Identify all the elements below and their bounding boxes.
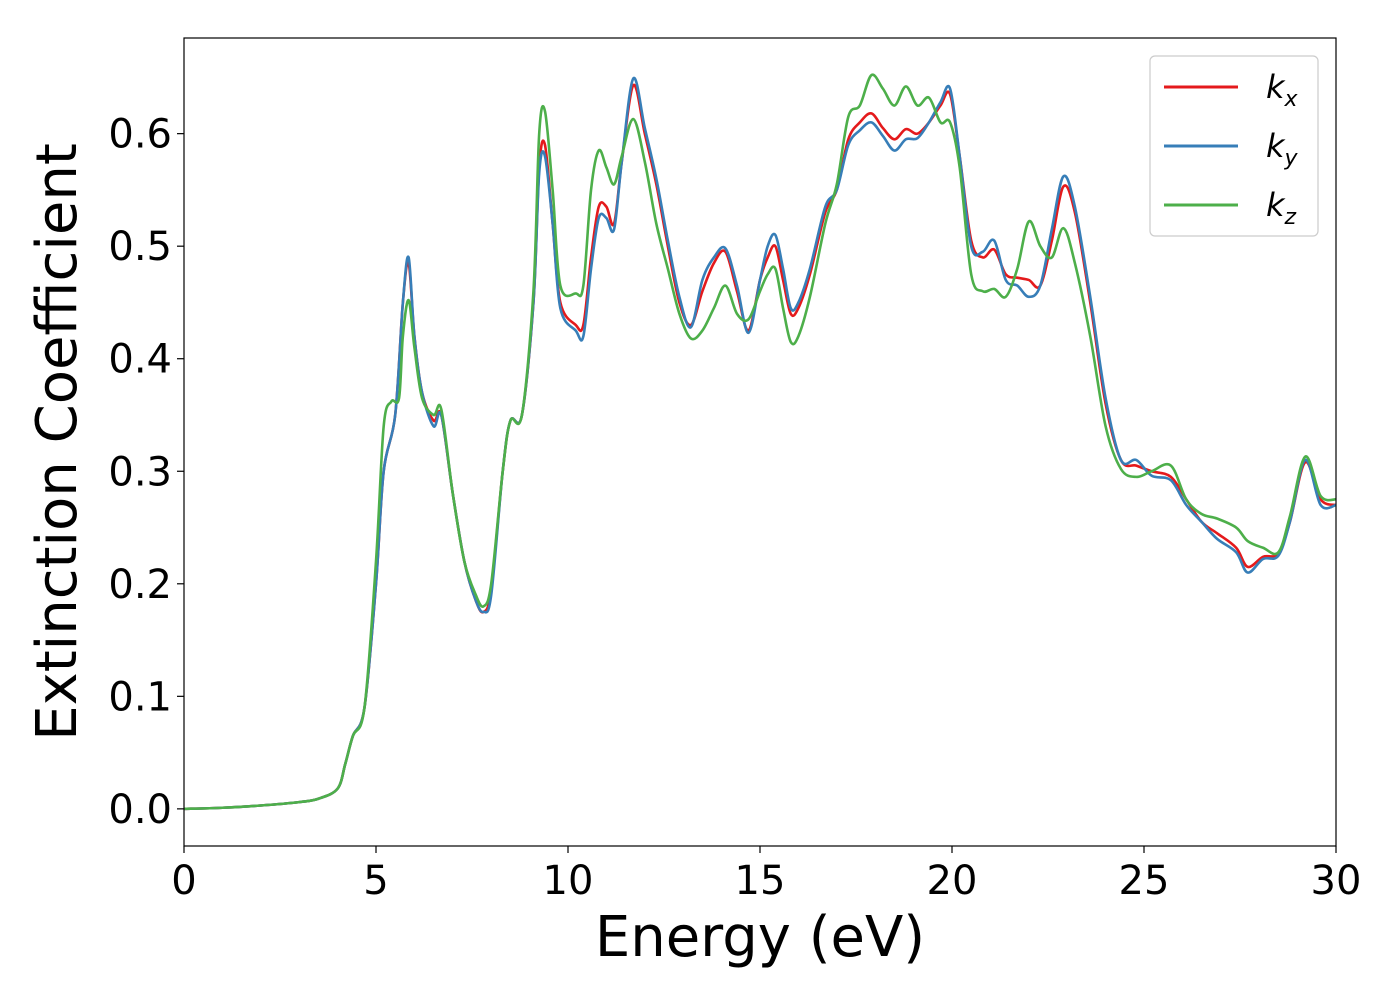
- legend-label-main: k: [1266, 186, 1286, 224]
- legend-label-sub: y: [1284, 146, 1299, 171]
- y-tick-label: 0.0: [108, 787, 172, 833]
- legend-label-main: k: [1266, 127, 1286, 165]
- y-tick-label: 0.2: [108, 562, 172, 608]
- y-axis-label: Extinction Coefficient: [25, 143, 90, 741]
- y-tick-label: 0.1: [108, 674, 172, 720]
- y-tick-label: 0.4: [108, 337, 172, 383]
- legend-label-sub: x: [1284, 87, 1299, 112]
- x-tick-label: 15: [735, 858, 786, 904]
- legend-label-sub: z: [1284, 205, 1297, 230]
- x-axis-ticks: 0 5 10 15 20 25 30: [171, 846, 1361, 904]
- legend-label-x: kx: [1266, 68, 1299, 112]
- legend-label-main: k: [1266, 68, 1286, 106]
- y-axis-ticks: 0.0 0.1 0.2 0.3 0.4 0.5 0.6: [108, 112, 184, 833]
- x-tick-label: 10: [543, 858, 594, 904]
- y-tick-label: 0.3: [108, 449, 172, 495]
- x-tick-label: 20: [927, 858, 978, 904]
- x-tick-label: 0: [171, 858, 196, 904]
- x-tick-label: 30: [1311, 858, 1362, 904]
- series-line-z: [184, 73, 1336, 811]
- series-layer: [184, 73, 1336, 811]
- legend-label-z: kz: [1266, 186, 1297, 230]
- x-tick-label: 5: [363, 858, 388, 904]
- y-tick-label: 0.5: [108, 224, 172, 270]
- y-tick-label: 0.6: [108, 112, 172, 158]
- x-tick-label: 25: [1119, 858, 1170, 904]
- legend-label-y: ky: [1266, 127, 1299, 171]
- x-axis-label: Energy (eV): [595, 905, 925, 970]
